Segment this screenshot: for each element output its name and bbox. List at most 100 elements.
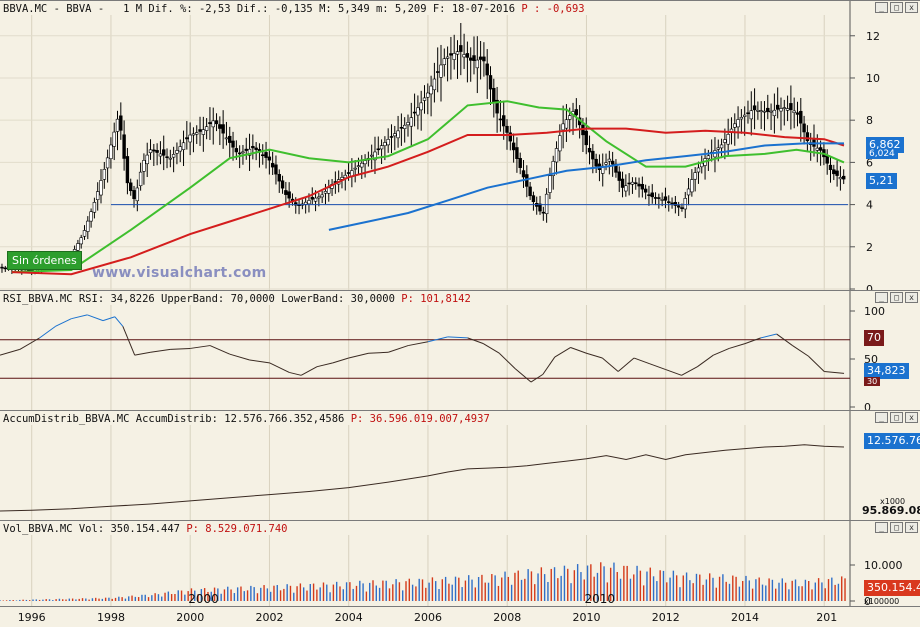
candle-body — [76, 243, 80, 251]
candle-body — [472, 55, 476, 61]
candle-body — [766, 107, 770, 112]
volume-chart[interactable]: 0 10.000 — [0, 521, 920, 607]
maximize-button[interactable]: □ — [890, 2, 903, 13]
candle-body — [726, 134, 730, 145]
moving-average-line-1 — [11, 100, 845, 274]
y-tick-label: 12 — [866, 30, 880, 43]
volume-panel[interactable]: Vol_BBVA.MC Vol: 350.154.447 P: 8.529.07… — [0, 520, 920, 607]
candle-body — [396, 130, 400, 139]
rsi-line-segment — [776, 333, 793, 346]
candle-body — [561, 123, 565, 131]
rsi-line-segment — [316, 362, 333, 368]
candle-body — [198, 129, 202, 132]
minimize-button[interactable]: _ — [875, 292, 888, 303]
moving-average-line-2 — [11, 127, 845, 276]
candle-body — [237, 152, 242, 155]
rsi-chart[interactable]: 0 50 100 — [0, 291, 920, 411]
maximize-button[interactable]: □ — [890, 412, 903, 423]
candle-body — [218, 124, 222, 129]
maximize-button[interactable]: □ — [890, 292, 903, 303]
close-button[interactable]: x — [905, 2, 918, 13]
order-badge[interactable]: Sin órdenes — [7, 251, 82, 270]
candle-body — [360, 162, 364, 168]
price-chart[interactable]: 0 2 4 6 8 10 12 — [0, 1, 920, 291]
candle-body — [125, 156, 130, 184]
rsi-line-segment — [554, 347, 571, 358]
candle-body — [475, 59, 480, 69]
candle-body — [96, 191, 100, 201]
candle-body — [643, 188, 648, 193]
candle-body — [690, 179, 694, 193]
candle-body — [842, 175, 846, 180]
candle-body — [175, 150, 179, 154]
candle-body — [521, 170, 526, 178]
x-tick-label: 2000 — [176, 611, 205, 624]
candle-body — [505, 125, 509, 133]
candle-body — [178, 146, 182, 152]
candle-body — [241, 151, 245, 154]
rsi-panel[interactable]: RSI_BBVA.MC RSI: 34,8226 UpperBand: 70,0… — [0, 290, 920, 411]
price-panel[interactable]: BBVA.MC - BBVA - 1 M Dif. %: -2,53 Dif.:… — [0, 0, 920, 291]
candle-body — [469, 57, 473, 61]
candle-body — [637, 183, 641, 187]
minimize-button[interactable]: _ — [875, 2, 888, 13]
y-tick-label: 50 — [864, 353, 878, 366]
candle-body — [109, 144, 113, 160]
candle-body — [317, 196, 321, 199]
x-minor-label: 2000 — [188, 592, 219, 606]
rsi-line-segment — [55, 318, 72, 327]
minimize-button[interactable]: _ — [875, 412, 888, 423]
y-tick-label: 0 — [864, 401, 871, 411]
close-button[interactable]: x — [905, 522, 918, 533]
candle-body — [346, 172, 351, 174]
candle-body — [119, 115, 123, 131]
y-tick-label: 2 — [866, 241, 873, 254]
candle-body — [528, 186, 532, 197]
rsi-line-segment — [713, 347, 730, 356]
candle-body — [584, 130, 588, 146]
candle-body — [383, 142, 387, 147]
vol-mult-label: x100000 — [864, 597, 900, 606]
candle-body — [634, 182, 638, 184]
candle-body — [99, 180, 103, 196]
rsi-line-segment — [348, 352, 369, 359]
candle-body — [607, 158, 612, 162]
rsi-line-segment — [289, 371, 302, 376]
maximize-button[interactable]: □ — [890, 522, 903, 533]
candle-body — [568, 115, 572, 120]
candle-body — [353, 167, 357, 170]
candle-body — [531, 195, 536, 203]
y-tick-label: 0 — [864, 595, 871, 607]
candle-body — [323, 191, 328, 194]
candle-body — [208, 122, 212, 125]
candle-body — [445, 56, 450, 59]
candle-body — [775, 104, 780, 110]
candle-body — [779, 108, 783, 112]
minimize-button[interactable]: _ — [875, 522, 888, 533]
candle-body — [267, 156, 272, 161]
candle-body — [389, 136, 394, 138]
accumdistrib-panel[interactable]: AccumDistrib_BBVA.MC AccumDistrib: 12.57… — [0, 410, 920, 521]
candle-body — [406, 122, 410, 126]
close-button[interactable]: x — [905, 412, 918, 423]
candle-body — [478, 56, 483, 60]
candle-body — [363, 160, 367, 165]
y-tick-label: 6 — [866, 156, 873, 169]
candle-body — [518, 158, 522, 168]
candle-body — [495, 99, 499, 114]
accumdistrib-chart[interactable] — [0, 411, 920, 521]
candle-body — [511, 142, 516, 151]
candle-body — [204, 126, 209, 131]
candle-body — [171, 154, 176, 158]
candle-body — [462, 54, 466, 58]
rsi-line-segment — [744, 337, 761, 345]
candle-body — [723, 139, 727, 143]
candle-body — [604, 162, 608, 165]
close-button[interactable]: x — [905, 292, 918, 303]
y-tick-label: 8 — [866, 114, 873, 127]
candle-body — [79, 237, 83, 245]
candle-body — [746, 112, 750, 115]
rsi-line-segment — [229, 353, 250, 361]
candle-body — [686, 188, 691, 196]
rsi-line-segment — [467, 337, 484, 345]
